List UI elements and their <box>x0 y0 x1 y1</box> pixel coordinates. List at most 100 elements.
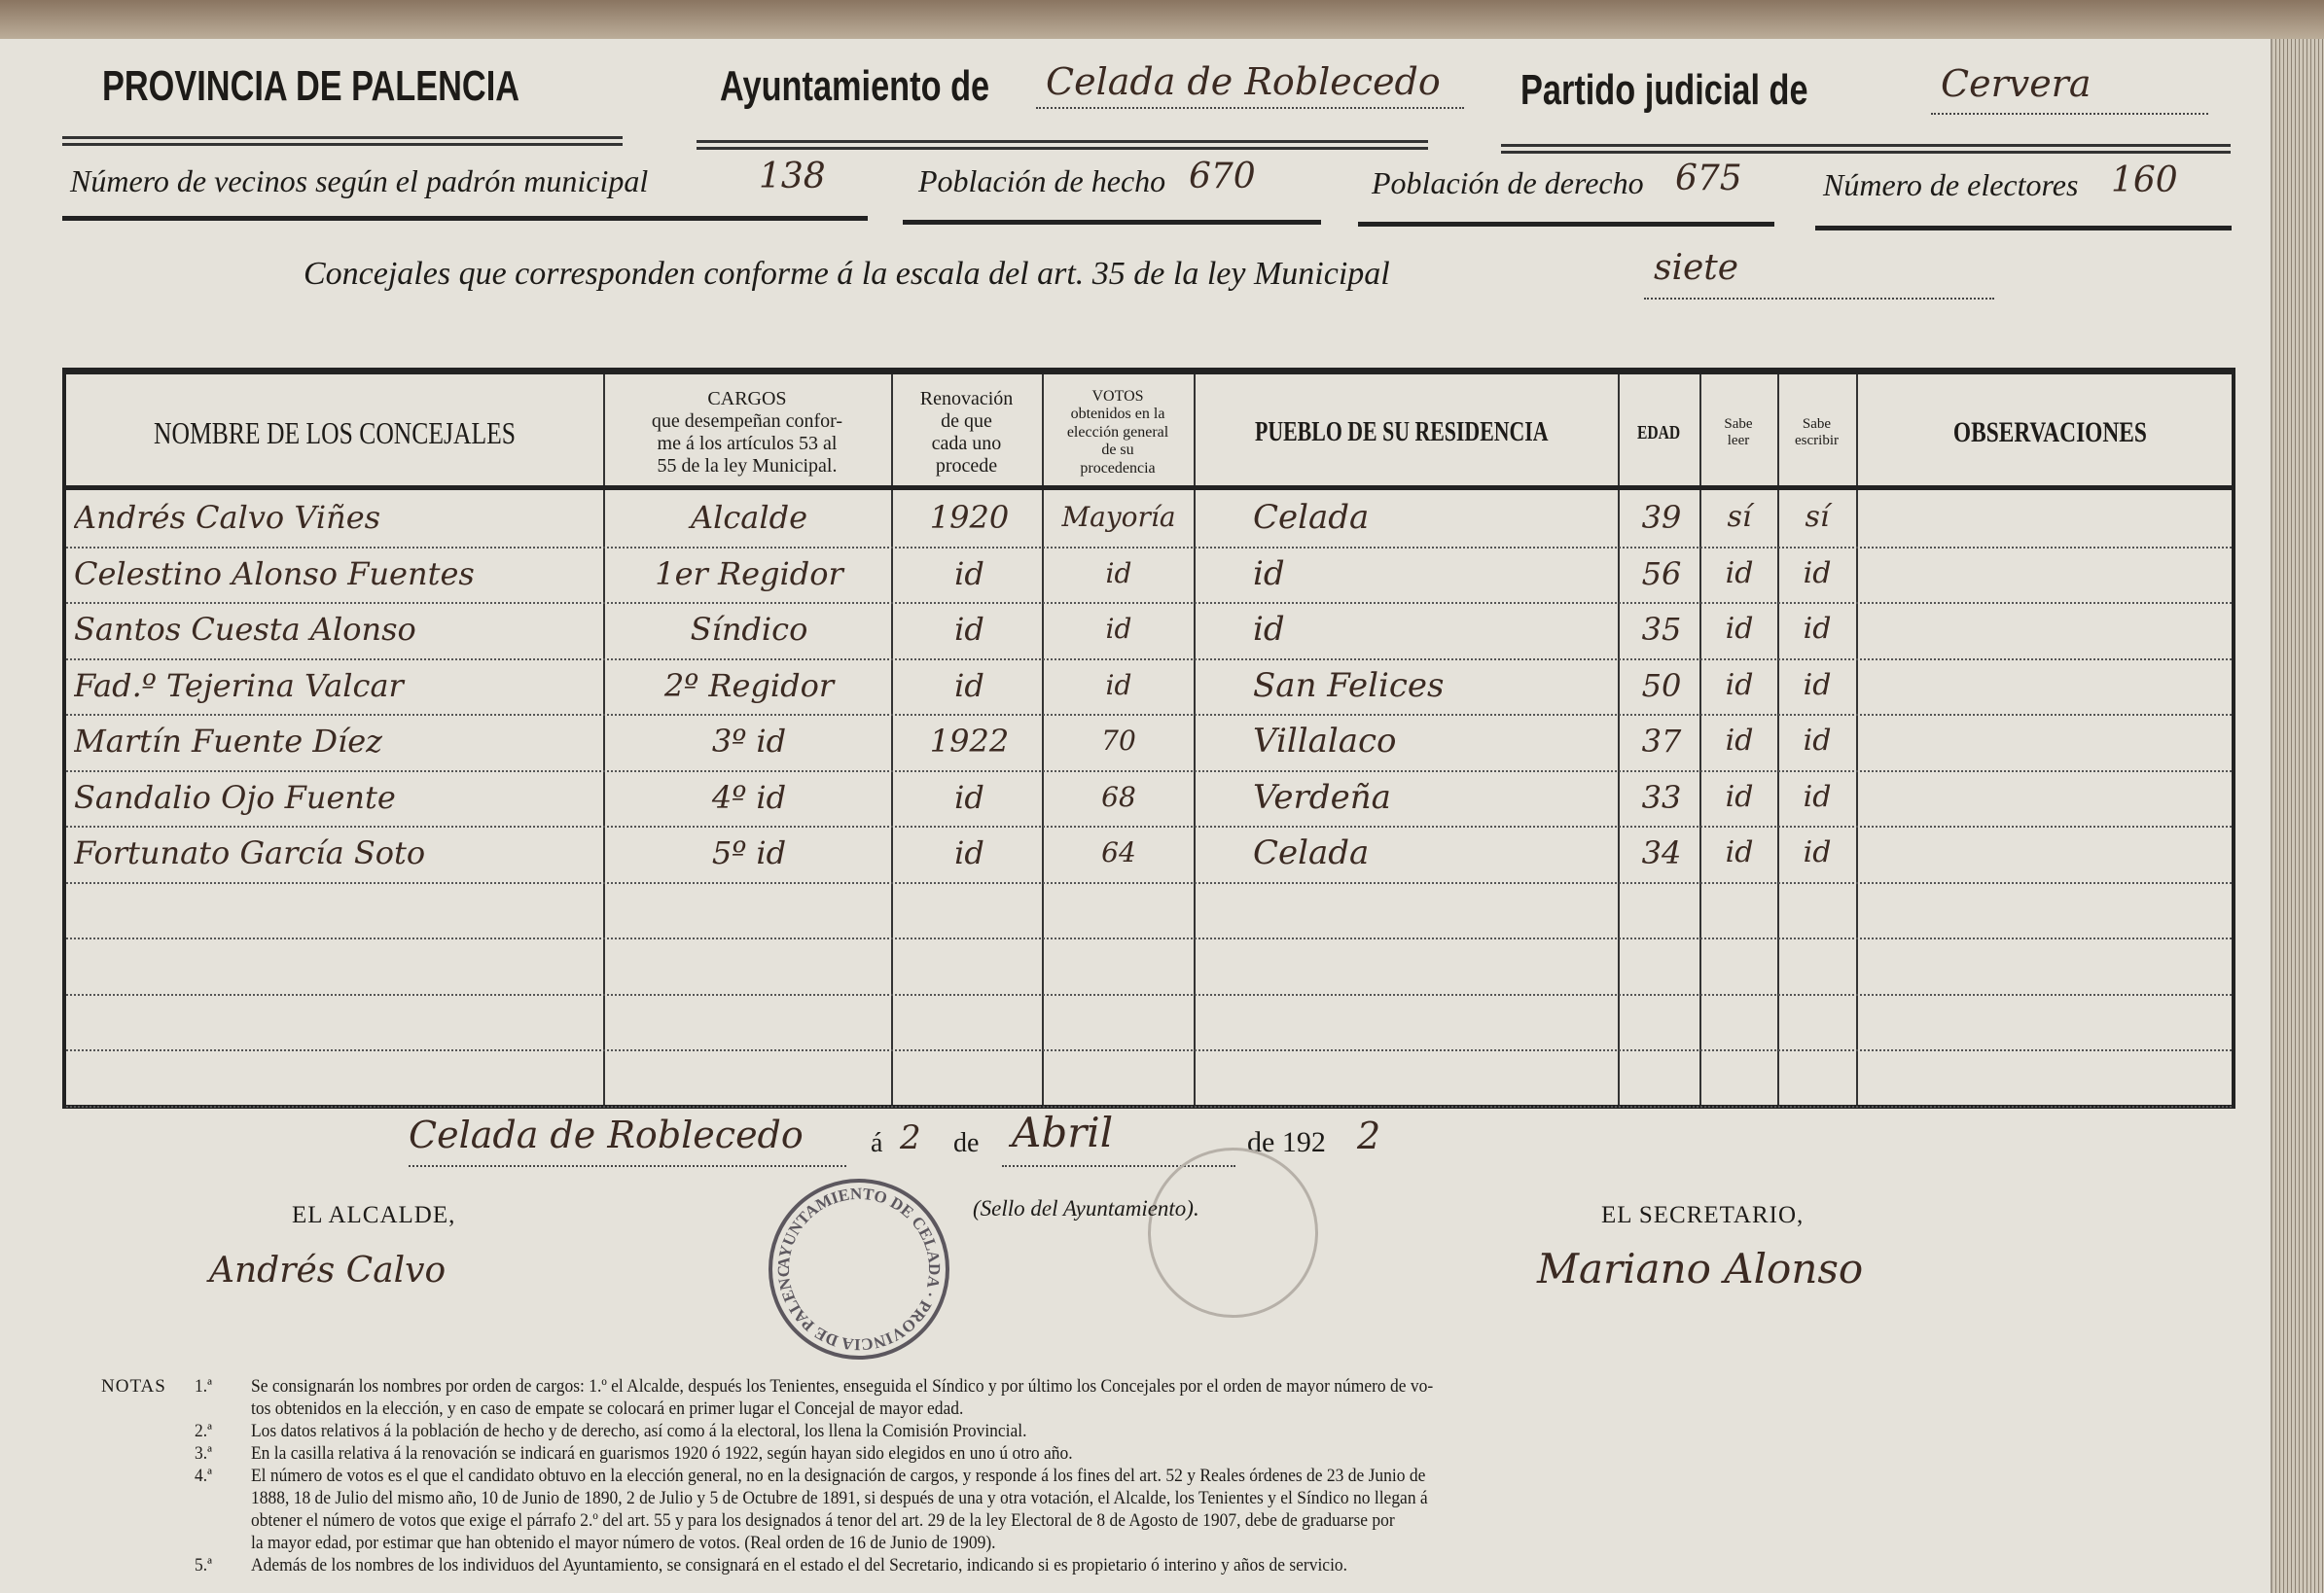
concejales-table: NOMBRE DE LOS CONCEJALES CARGOS que desem… <box>62 368 2235 1109</box>
secretario-label: EL SECRETARIO, <box>1601 1202 1805 1228</box>
derecho-value: 675 <box>1675 159 1742 198</box>
divider <box>62 216 868 221</box>
column-divider <box>1042 374 1044 1105</box>
notes-label: NOTAS <box>101 1376 166 1397</box>
cell-edad: 50 <box>1641 666 1682 704</box>
cell-leer: id <box>1725 667 1754 702</box>
cell-cargo: 4º id <box>711 778 787 816</box>
row-line <box>66 769 2232 772</box>
header-nombre: NOMBRE DE LOS CONCEJALES <box>154 414 516 450</box>
header-escribir: Sabe escribir <box>1777 380 1856 485</box>
hecho-value: 670 <box>1189 157 1256 196</box>
cell-escribir: id <box>1803 667 1832 702</box>
cell-renovacion: id <box>954 666 984 704</box>
column-divider <box>603 374 605 1105</box>
cell-pueblo: Celada <box>1253 498 1370 537</box>
cell-leer: id <box>1725 612 1754 646</box>
partido-value: Cervera <box>1941 62 2092 105</box>
row-line <box>66 714 2232 716</box>
cell-escribir: id <box>1803 835 1832 869</box>
header-pueblo: PUEBLO DE SU RESIDENCIA <box>1255 416 1549 447</box>
cell-escribir: id <box>1803 779 1832 814</box>
seal-label: (Sello del Ayuntamiento). <box>973 1196 1199 1221</box>
row-line <box>66 602 2232 604</box>
date-day: 2 <box>900 1118 921 1157</box>
column-divider <box>1618 374 1620 1105</box>
divider <box>1815 226 2232 230</box>
column-divider <box>1856 374 1858 1105</box>
cell-nombre: Andrés Calvo Viñes <box>74 499 381 536</box>
header-divider <box>66 485 2232 490</box>
date-month: Abril <box>1012 1109 1114 1156</box>
note-line: En la casilla relativa á la renovación s… <box>251 1443 1073 1464</box>
alcalde-label: EL ALCALDE, <box>292 1202 456 1228</box>
note-line: 1888, 18 de Julio del mismo año, 10 de J… <box>251 1488 1428 1508</box>
note-line: Se consignarán los nombres por orden de … <box>251 1376 1434 1397</box>
header-text: escribir <box>1795 433 1839 448</box>
row-line <box>66 993 2232 996</box>
province-title: PROVINCIA DE PALENCIA <box>102 62 520 110</box>
cell-pueblo: id <box>1253 610 1285 649</box>
cell-votos: 64 <box>1101 836 1136 868</box>
fill-line <box>1644 298 1994 300</box>
ayuntamiento-seal: AYUNTAMIENTO DE CELADA · PROVINCIA DE PA… <box>767 1168 949 1360</box>
row-line <box>66 826 2232 828</box>
cell-renovacion: 1922 <box>929 723 1010 760</box>
header-text: procede <box>935 455 998 477</box>
row-line <box>66 881 2232 884</box>
header-text: de su <box>1101 442 1134 459</box>
svg-text:AYUNTAMIENTO DE CELADA · PROVI: AYUNTAMIENTO DE CELADA · PROVINCIA DE PA… <box>772 1183 944 1354</box>
row-line <box>66 1105 2232 1108</box>
note-number: 1.ª <box>195 1376 212 1397</box>
partido-label: Partido judicial de <box>1520 66 1808 114</box>
cell-pueblo: Villalaco <box>1253 722 1397 761</box>
header-cargos: CARGOS que desempeñan confor-me á los art… <box>603 380 891 485</box>
ayuntamiento-label: Ayuntamiento de <box>720 62 990 110</box>
cell-renovacion: id <box>954 611 984 648</box>
column-divider <box>1194 374 1196 1105</box>
note-number: 4.ª <box>195 1466 212 1486</box>
cell-leer: id <box>1725 724 1754 758</box>
cell-edad: 34 <box>1641 834 1682 871</box>
divider <box>903 220 1321 225</box>
row-line <box>66 1049 2232 1051</box>
fill-line <box>1036 107 1464 109</box>
cell-votos: 68 <box>1101 780 1136 813</box>
header-text: Sabe <box>1724 415 1753 432</box>
alcalde-signature: Andrés Calvo <box>209 1251 447 1291</box>
date-de: de <box>953 1128 980 1158</box>
header-text: CARGOS <box>707 388 787 409</box>
cell-renovacion: id <box>954 554 984 592</box>
fill-line <box>1002 1165 1235 1167</box>
concejales-value: siete <box>1654 248 1739 288</box>
concejales-label: Concejales que corresponden conforme á l… <box>304 256 1390 292</box>
header-text: elección general <box>1066 423 1169 441</box>
cell-nombre: Celestino Alonso Fuentes <box>74 554 475 592</box>
divider <box>62 136 623 146</box>
header-text: me á los artículos 53 al <box>657 433 838 454</box>
cell-nombre: Sandalio Ojo Fuente <box>74 778 396 816</box>
cell-nombre: Santos Cuesta Alonso <box>74 611 416 648</box>
cell-cargo: Alcalde <box>691 499 807 536</box>
divider <box>1358 222 1774 227</box>
note-number: 5.ª <box>195 1555 212 1575</box>
header-text: procedencia <box>1080 459 1156 477</box>
cell-renovacion: id <box>954 834 984 871</box>
header-text: que desempeñan confor- <box>651 410 843 432</box>
cell-cargo: 5º id <box>711 834 787 871</box>
cell-pueblo: id <box>1253 553 1285 593</box>
cell-votos: id <box>1105 556 1132 589</box>
cell-leer: sí <box>1727 500 1752 534</box>
cell-votos: 70 <box>1101 725 1136 757</box>
cell-edad: 39 <box>1641 499 1682 536</box>
secretario-signature: Mariano Alonso <box>1537 1245 1864 1292</box>
header-observaciones: OBSERVACIONES <box>1952 415 2147 448</box>
faded-stamp <box>1148 1148 1318 1318</box>
date-a: á <box>871 1128 883 1158</box>
seal-text: AYUNTAMIENTO DE CELADA · PROVINCIA DE PA… <box>767 1168 944 1354</box>
cell-escribir: id <box>1803 555 1832 590</box>
cell-escribir: id <box>1803 612 1832 646</box>
cell-edad: 56 <box>1641 554 1682 592</box>
vecinos-value: 138 <box>759 157 826 196</box>
cell-leer: id <box>1725 779 1754 814</box>
